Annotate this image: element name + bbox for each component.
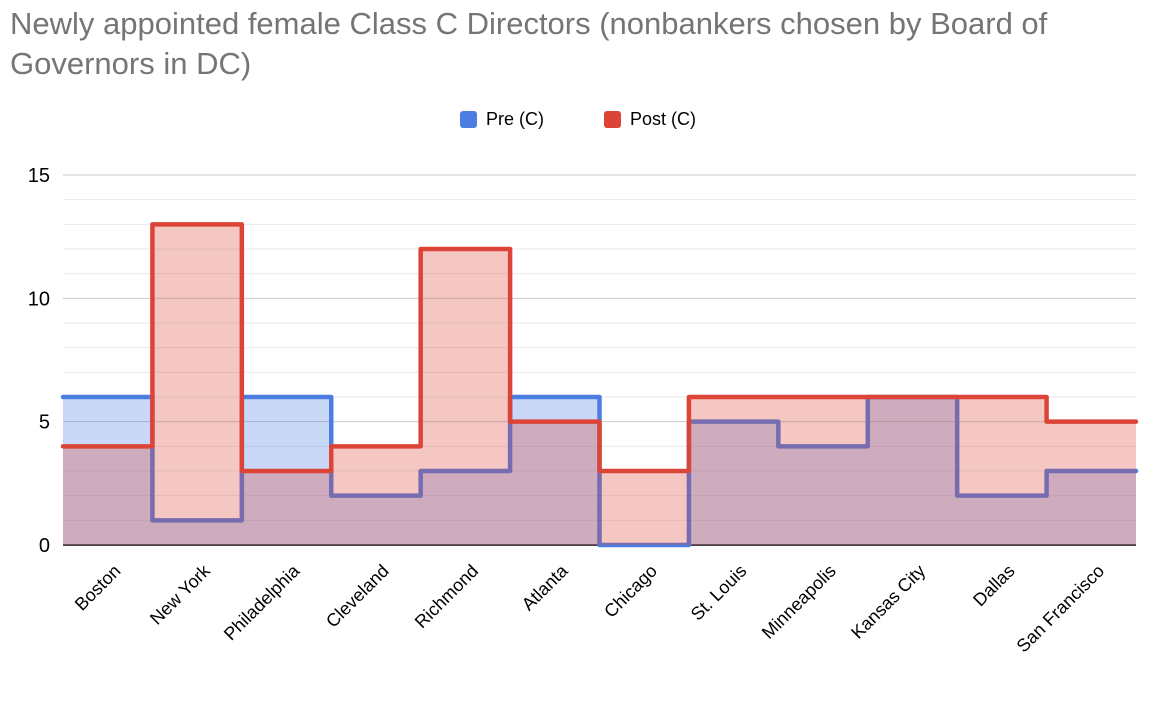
x-axis-label-minneapolis: Minneapolis bbox=[758, 561, 840, 643]
chart-canvas: 0 5 10 15 Boston New York Philadelphia Clevelan… bbox=[28, 165, 1139, 657]
legend-label-post-c: Post (C) bbox=[629, 109, 696, 129]
series-line-post-c bbox=[60, 222, 1139, 474]
x-axis-label-atlanta: Atlanta bbox=[518, 560, 572, 614]
x-axis-label-cleveland: Cleveland bbox=[322, 561, 393, 632]
x-axis-label-st-louis: St. Louis bbox=[687, 561, 751, 625]
x-axis-label-san-francisco: San Francisco bbox=[1013, 561, 1109, 657]
x-axis-label-richmond: Richmond bbox=[411, 561, 482, 632]
x-axis-label-philadelphia: Philadelphia bbox=[220, 560, 304, 644]
x-axis-label-kansas-city: Kansas City bbox=[847, 561, 929, 643]
x-axis-label-new-york: New York bbox=[146, 560, 215, 629]
chart-legend: Pre (C) Post (C) bbox=[0, 109, 1156, 130]
legend-swatch-post-c bbox=[603, 111, 621, 128]
y-axis-label: 5 bbox=[39, 412, 50, 434]
chart-title: Newly appointed female Class C Directors… bbox=[10, 6, 1048, 81]
legend-item-pre-c: Pre (C) bbox=[459, 109, 544, 130]
x-axis-label-boston: Boston bbox=[71, 561, 125, 615]
y-axis-label: 15 bbox=[28, 165, 50, 187]
legend-label-pre-c: Pre (C) bbox=[485, 109, 544, 129]
legend-item-post-c: Post (C) bbox=[603, 109, 696, 130]
x-axis-label-dallas: Dallas bbox=[969, 561, 1019, 611]
legend-swatch-pre-c bbox=[459, 111, 477, 128]
series-area-post-c bbox=[63, 224, 1136, 545]
x-axis-label-chicago: Chicago bbox=[600, 561, 661, 622]
y-axis-label: 0 bbox=[39, 535, 50, 557]
y-axis-label: 10 bbox=[28, 288, 50, 310]
